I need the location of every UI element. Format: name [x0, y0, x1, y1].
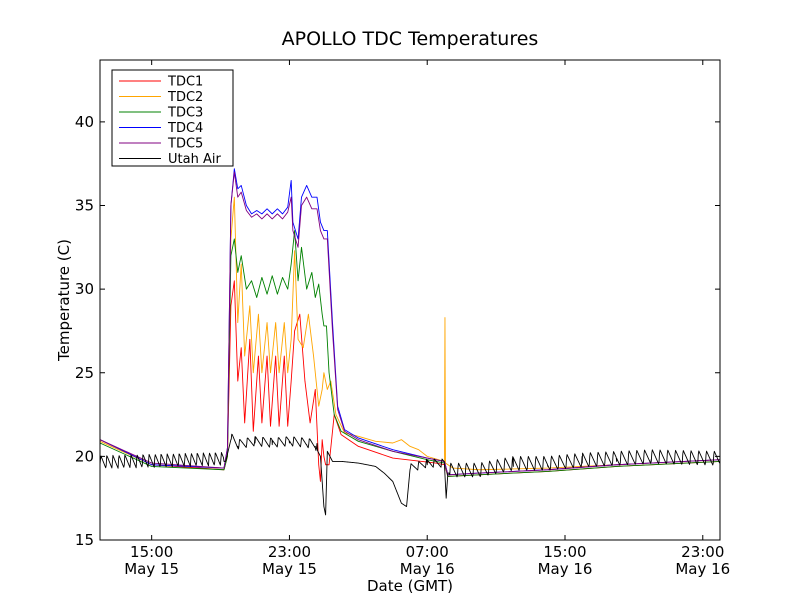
legend-label: Utah Air [168, 152, 221, 167]
legend-label: TDC3 [167, 106, 203, 121]
legend-label: TDC1 [167, 75, 203, 90]
legend-label: TDC5 [167, 137, 203, 152]
x-tick-time-label: 07:00 [406, 543, 449, 561]
legend-label: TDC4 [167, 121, 203, 136]
series-layer [100, 168, 720, 516]
y-tick-label: 20 [75, 447, 94, 465]
series-line-tdc3 [100, 230, 720, 477]
x-tick-date-label: May 15 [124, 560, 179, 578]
series-line-utah-air [100, 433, 720, 516]
chart-title: APOLLO TDC Temperatures [282, 28, 539, 50]
x-tick-date-label: May 16 [400, 560, 455, 578]
y-tick-label: 40 [75, 113, 94, 131]
plot-frame [99, 59, 721, 541]
y-tick-label: 30 [75, 280, 94, 298]
legend-box [111, 69, 234, 167]
x-tick-time-label: 23:00 [268, 543, 311, 561]
series-line-tdc5 [100, 171, 720, 476]
x-tick-date-label: May 16 [675, 560, 730, 578]
legend-label: TDC2 [167, 90, 203, 105]
x-axis-label: Date (GMT) [367, 577, 453, 595]
y-tick-label: 15 [75, 531, 94, 549]
series-line-tdc4 [100, 168, 720, 476]
x-tick-date-label: May 15 [262, 560, 317, 578]
x-tick-time-label: 15:00 [130, 543, 173, 561]
y-axis-label: Temperature (C) [55, 239, 73, 362]
x-tick-date-label: May 16 [538, 560, 593, 578]
x-tick-time-label: 15:00 [543, 543, 586, 561]
y-tick-label: 25 [75, 364, 94, 382]
series-line-tdc2 [100, 196, 720, 471]
x-tick-time-label: 23:00 [681, 543, 724, 561]
y-tick-label: 35 [75, 197, 94, 215]
